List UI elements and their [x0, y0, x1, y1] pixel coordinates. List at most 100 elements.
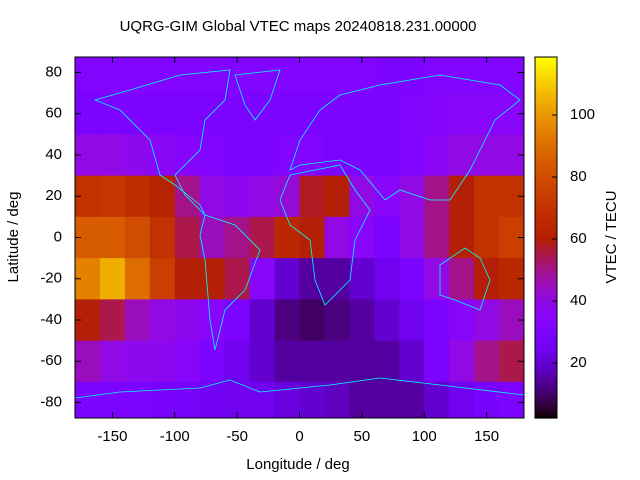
- heatmap-cell: [124, 381, 151, 418]
- colorbar-step: [535, 213, 557, 218]
- colorbar-step: [535, 363, 557, 368]
- heatmap-cell: [249, 175, 276, 218]
- colorbar-step: [535, 195, 557, 199]
- heatmap-cell: [274, 216, 300, 259]
- coastline: [289, 74, 521, 201]
- colorbar-step: [535, 300, 557, 305]
- colorbar-step: [535, 216, 557, 221]
- colorbar-step: [535, 117, 557, 121]
- heatmap-cell: [424, 381, 450, 418]
- heatmap-cell: [474, 216, 500, 259]
- heatmap-cell: [474, 258, 500, 300]
- colorbar-step: [535, 72, 557, 76]
- colorbar-step: [535, 360, 557, 365]
- colorbar-step: [535, 276, 557, 281]
- heatmap-cell: [149, 175, 176, 218]
- colorbar-step: [535, 369, 557, 374]
- heatmap-cell: [249, 216, 276, 259]
- heatmap-cell: [224, 93, 251, 135]
- x-tick-label: -100: [160, 428, 190, 445]
- colorbar-tick-label: 60: [570, 230, 587, 247]
- colorbar-step: [535, 234, 557, 239]
- heatmap-cell: [424, 299, 450, 342]
- colorbar-step: [535, 171, 557, 175]
- heatmap-cell: [299, 216, 325, 259]
- y-tick-label: -60: [40, 352, 62, 369]
- heatmap-cell: [199, 258, 226, 300]
- heatmap-cell: [399, 258, 425, 300]
- colorbar-step: [535, 162, 557, 166]
- y-tick-label: 20: [45, 187, 62, 204]
- heatmap-cell: [299, 340, 325, 383]
- colorbar-step: [535, 144, 557, 148]
- colorbar-step: [535, 180, 557, 184]
- heatmap-cell: [99, 175, 126, 218]
- colorbar-step: [535, 201, 557, 206]
- colorbar-step: [535, 345, 557, 350]
- heatmap-cell: [499, 381, 524, 418]
- colorbar-step: [535, 282, 557, 287]
- colorbar-step: [535, 411, 557, 416]
- heatmap-cell: [199, 175, 226, 218]
- heatmap-cell: [249, 258, 276, 300]
- colorbar-step: [535, 111, 557, 115]
- heatmap-cell: [399, 299, 425, 342]
- heatmap-cell: [324, 57, 350, 94]
- colorbar-step: [535, 153, 557, 157]
- colorbar-step: [535, 93, 557, 97]
- heatmap-cell: [124, 299, 151, 342]
- heatmap-cell: [474, 175, 500, 218]
- y-axis-label: Latitude / deg: [5, 192, 22, 283]
- x-tick-label: 0: [295, 428, 303, 445]
- colorbar-step: [535, 177, 557, 181]
- heatmap-cell: [199, 381, 226, 418]
- heatmap-cell: [174, 216, 201, 259]
- heatmap-cell: [124, 93, 151, 135]
- x-tick-label: 100: [412, 428, 437, 445]
- colorbar-step: [535, 243, 557, 248]
- colorbar-step: [535, 315, 557, 320]
- heatmap-cell: [399, 175, 425, 218]
- colorbar-step: [535, 339, 557, 344]
- heatmap-cell: [349, 175, 375, 218]
- colorbar-step: [535, 336, 557, 341]
- heatmap-cell: [274, 258, 300, 300]
- y-tick-label: -80: [40, 393, 62, 410]
- colorbar-step: [535, 366, 557, 371]
- colorbar-step: [535, 351, 557, 356]
- y-tick-label: 60: [45, 105, 62, 122]
- colorbar-step: [535, 279, 557, 284]
- colorbar: [535, 57, 557, 419]
- colorbar-step: [535, 165, 557, 169]
- heatmap-cell: [449, 381, 475, 418]
- heatmap-cell: [299, 381, 325, 418]
- heatmap-cell: [149, 381, 176, 418]
- x-axis-label: Longitude / deg: [246, 456, 349, 473]
- heatmap-cell: [474, 381, 500, 418]
- heatmap-cell: [224, 381, 251, 418]
- heatmap-cell: [324, 340, 350, 383]
- x-tick-label: -150: [97, 428, 127, 445]
- heatmap-cell: [249, 381, 276, 418]
- colorbar-tick-label: 100: [570, 106, 595, 123]
- heatmap-cell: [124, 216, 151, 259]
- y-tick-label: 40: [45, 146, 62, 163]
- colorbar-step: [535, 159, 557, 163]
- heatmap-cell: [424, 258, 450, 300]
- y-tick-label: -20: [40, 270, 62, 287]
- heatmap-cell: [224, 216, 251, 259]
- heatmap-cell: [299, 175, 325, 218]
- coastlines: [75, 69, 524, 399]
- heatmap-cell: [149, 57, 176, 94]
- coastline: [75, 377, 524, 399]
- heatmap-cell: [274, 381, 300, 418]
- colorbar-step: [535, 174, 557, 178]
- colorbar-step: [535, 330, 557, 335]
- colorbar-step: [535, 270, 557, 275]
- heatmap-cell: [174, 93, 201, 135]
- colorbar-tick-label: 80: [570, 168, 587, 185]
- heatmap-cell: [349, 258, 375, 300]
- heatmap-cell: [324, 93, 350, 135]
- heatmap-cell: [149, 93, 176, 135]
